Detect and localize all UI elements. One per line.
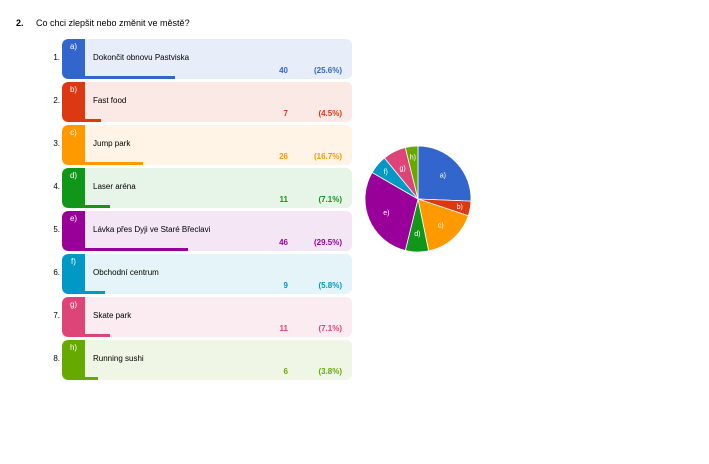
answer-bar <box>85 291 105 294</box>
pie-slice <box>364 171 419 251</box>
pie-slice-label: f) <box>384 169 388 176</box>
pie-slice-label: b) <box>457 204 463 211</box>
pie-slice <box>417 198 469 252</box>
answer-letter-tab: e) <box>62 211 85 251</box>
answer-bar <box>85 334 110 337</box>
answer-row: b) Fast food 7 (4.5%) <box>62 82 352 122</box>
answer-percent: (3.8%) <box>318 367 342 376</box>
answer-label: Laser aréna <box>93 182 136 191</box>
pie-slice-label: g) <box>399 166 405 173</box>
pie-slice-label: a) <box>440 173 446 180</box>
answer-letter-tab: g) <box>62 297 85 337</box>
answer-label: Skate park <box>93 311 132 320</box>
row-index: 6. <box>53 268 60 277</box>
answer-count: 26 <box>279 152 288 161</box>
row-index: 1. <box>53 53 60 62</box>
pie-slice-label: e) <box>383 210 389 217</box>
answer-count: 40 <box>279 66 288 75</box>
answer-label: Dokončit obnovu Pastviska <box>93 53 190 62</box>
answer-row: e) Lávka přes Dyji ve Staré Břeclavi 46 (29… <box>62 211 352 251</box>
answer-row: f) Obchodní centrum 9 (5.8%) <box>62 254 352 294</box>
row-index: 2. <box>53 96 60 105</box>
answer-row: a) Dokončit obnovu Pastviska 40 (25.6%) <box>62 39 352 79</box>
answer-percent: (29.5%) <box>313 238 342 247</box>
pie-slice <box>404 145 419 200</box>
answer-percent: (7.1%) <box>318 324 342 333</box>
row-index: 7. <box>53 311 60 320</box>
row-index: 4. <box>53 182 60 191</box>
answer-count: 11 <box>279 324 288 333</box>
row-index: 5. <box>53 225 60 234</box>
answer-letter-tab: a) <box>62 39 85 79</box>
answer-label: Running sushi <box>93 354 144 363</box>
answer-label: Obchodní centrum <box>93 268 159 277</box>
answer-letter-tab: h) <box>62 340 85 380</box>
answer-bar <box>85 119 101 122</box>
question-title: Co chci zlepšit nebo změnit ve městě? <box>36 18 190 28</box>
pie-slice <box>417 145 472 202</box>
answer-bar <box>85 377 98 380</box>
answer-row: h) Running sushi 6 (3.8%) <box>62 340 352 380</box>
answer-percent: (5.8%) <box>318 281 342 290</box>
answer-bar <box>85 248 188 251</box>
answer-count: 9 <box>283 281 288 290</box>
pie-chart: a) b) c) d) e) f) g) h) <box>364 145 472 253</box>
answer-percent: (7.1%) <box>318 195 342 204</box>
answer-bar <box>85 162 143 165</box>
row-index: 3. <box>53 139 60 148</box>
answer-row: g) Skate park 11 (7.1%) <box>62 297 352 337</box>
answer-percent: (16.7%) <box>313 152 342 161</box>
answer-bar <box>85 76 175 79</box>
answer-count: 46 <box>279 238 288 247</box>
answer-count: 11 <box>279 195 288 204</box>
answer-label: Fast food <box>93 96 127 105</box>
row-index: 8. <box>53 354 60 363</box>
answer-percent: (4.5%) <box>318 109 342 118</box>
answer-count: 6 <box>283 367 288 376</box>
answer-bar <box>85 205 110 208</box>
answer-count: 7 <box>283 109 288 118</box>
answer-row: d) Laser aréna 11 (7.1%) <box>62 168 352 208</box>
answer-letter-tab: c) <box>62 125 85 165</box>
answer-label: Lávka přes Dyji ve Staré Břeclavi <box>93 225 211 234</box>
answer-label: Jump park <box>93 139 131 148</box>
answer-letter-tab: b) <box>62 82 85 122</box>
answer-row: c) Jump park 26 (16.7%) <box>62 125 352 165</box>
pie-slice-label: h) <box>410 154 416 161</box>
question-number: 2. <box>16 18 24 28</box>
answer-percent: (25.6%) <box>313 66 342 75</box>
answer-letter-tab: f) <box>62 254 85 294</box>
pie-slice-label: c) <box>438 222 444 229</box>
answer-letter-tab: d) <box>62 168 85 208</box>
pie-slice-label: d) <box>414 231 420 238</box>
